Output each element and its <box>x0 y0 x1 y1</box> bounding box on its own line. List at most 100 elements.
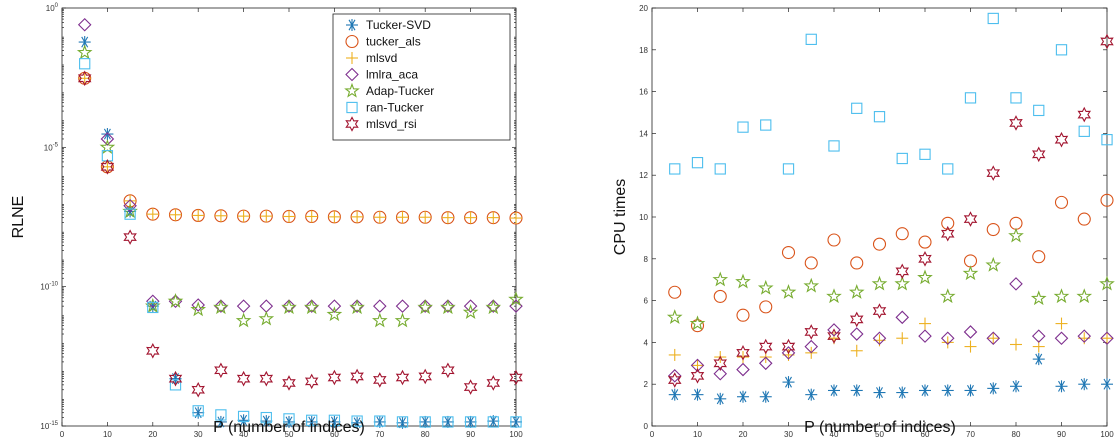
data-point <box>986 331 1001 345</box>
data-point <box>1010 338 1022 351</box>
data-point <box>872 331 887 345</box>
data-point <box>485 299 502 315</box>
data-point <box>236 299 251 313</box>
data-point <box>896 332 909 345</box>
data-point <box>1100 331 1114 345</box>
x-tick-label: 40 <box>830 430 839 437</box>
series-mlsvd_rsi <box>667 33 1114 388</box>
legend-marker <box>345 67 359 82</box>
y-tick-label: 10 <box>639 213 648 222</box>
data-point <box>712 271 729 287</box>
data-point <box>689 315 706 331</box>
data-point <box>1055 44 1068 56</box>
y-tick-label: 18 <box>639 46 648 55</box>
y-tick-label: 2 <box>644 380 649 389</box>
data-point <box>508 291 524 307</box>
data-point <box>917 269 933 285</box>
y-tick-label: 0 <box>644 422 649 431</box>
y-tick-label: 14 <box>639 129 648 138</box>
series-Tucker-SVD <box>668 353 1113 405</box>
data-point <box>668 388 681 401</box>
data-point <box>690 358 705 373</box>
data-point <box>419 416 431 428</box>
legend-item: lmlra_aca <box>345 67 418 82</box>
series-Adap-Tucker <box>76 44 524 328</box>
data-point <box>351 415 363 427</box>
data-point <box>1053 288 1070 304</box>
data-point <box>1032 250 1046 264</box>
cpu-x-axis-label: P (number of indices) <box>804 419 956 436</box>
x-tick-label: 80 <box>1012 430 1021 437</box>
data-point <box>464 415 477 428</box>
data-point <box>213 299 229 315</box>
data-point <box>714 163 726 175</box>
data-point <box>826 288 842 304</box>
data-point <box>259 299 274 313</box>
data-point <box>964 92 977 104</box>
legend-label: mlsvd <box>366 51 397 65</box>
data-point <box>260 415 273 428</box>
data-point <box>691 157 704 169</box>
data-point <box>124 208 136 220</box>
series-ran-Tucker <box>79 58 522 428</box>
legend-label: ran-Tucker <box>366 101 424 115</box>
legend-label: Adap-Tucker <box>366 84 434 98</box>
data-point <box>827 323 841 337</box>
data-point <box>919 148 931 160</box>
series-mlsvd <box>78 72 522 225</box>
data-point <box>963 325 978 339</box>
data-point <box>828 384 840 397</box>
y-tick-label: 6 <box>644 297 649 306</box>
data-point <box>851 102 863 114</box>
data-point <box>237 414 250 427</box>
data-point <box>964 340 977 353</box>
legend-item: Adap-Tucker <box>344 82 434 98</box>
data-point <box>351 210 364 223</box>
data-point <box>510 415 522 428</box>
data-point <box>781 338 796 355</box>
data-point <box>328 210 341 223</box>
x-tick-label: 40 <box>239 430 248 437</box>
data-point <box>873 386 886 399</box>
data-point <box>713 289 727 303</box>
data-point <box>1009 277 1023 291</box>
data-point <box>848 284 865 299</box>
data-point <box>260 411 272 424</box>
series-tucker_als <box>668 193 1114 333</box>
data-point <box>941 336 954 349</box>
x-tick-label: 50 <box>285 430 294 437</box>
cpu-y-axis: 0 2 4 6 8 10 12 14 16 18 20 <box>639 4 1107 431</box>
data-point <box>939 288 956 304</box>
y-tick-label: 12 <box>639 171 648 180</box>
data-point <box>192 405 204 417</box>
data-point <box>305 210 318 223</box>
data-point <box>690 319 705 333</box>
data-point <box>487 211 500 224</box>
data-point <box>894 275 911 291</box>
x-tick-label: 70 <box>966 430 975 437</box>
data-point <box>941 216 955 230</box>
data-point <box>395 299 410 313</box>
data-point <box>146 208 159 221</box>
data-point <box>258 310 275 326</box>
data-point <box>440 299 456 315</box>
data-point <box>100 132 115 146</box>
legend-label: tucker_als <box>366 35 421 49</box>
data-point <box>283 415 295 428</box>
data-point <box>281 299 297 315</box>
data-point <box>1077 106 1092 123</box>
data-point <box>259 370 274 387</box>
data-point <box>940 331 955 345</box>
data-point <box>442 416 454 428</box>
y-tick-label: 10-15 <box>40 421 58 431</box>
data-point <box>713 355 728 372</box>
y-tick-label: 4 <box>644 338 649 347</box>
data-point <box>510 416 522 428</box>
data-point <box>462 304 479 319</box>
data-point <box>1100 33 1114 50</box>
x-tick-label: 20 <box>148 430 157 437</box>
series-lmlra_aca <box>667 277 1114 383</box>
data-point <box>987 12 999 25</box>
